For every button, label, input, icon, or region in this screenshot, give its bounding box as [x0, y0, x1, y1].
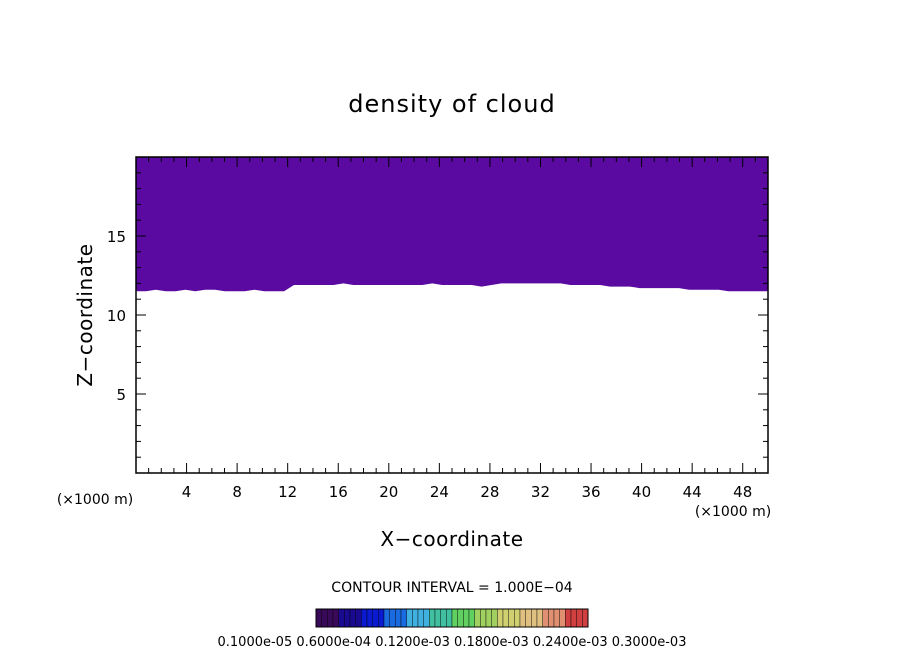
colorbar-swatch	[423, 608, 430, 628]
colorbar-swatch	[389, 608, 396, 628]
colorbar-swatch	[531, 608, 538, 628]
x-tick-label: 4	[182, 483, 192, 501]
colorbar-swatch	[491, 608, 498, 628]
x-axis-unit: (×1000 m)	[695, 504, 771, 520]
colorbar-frame	[315, 608, 589, 628]
colorbar-swatch	[542, 608, 549, 628]
colorbar-swatch	[570, 608, 577, 628]
colorbar-swatch	[514, 608, 521, 628]
x-tick-label: 28	[480, 483, 499, 501]
y-axis-unit: (×1000 m)	[57, 492, 133, 508]
colorbar-swatch	[372, 608, 379, 628]
x-tick-label: 48	[733, 483, 752, 501]
colorbar-swatch	[548, 608, 555, 628]
x-tick-label: 44	[683, 483, 702, 501]
colorbar-swatch	[406, 608, 413, 628]
contour-field	[136, 157, 768, 292]
x-axis-ticks: 4 8 12 16 20 24 28 32 36 40 44 48	[148, 157, 756, 501]
colorbar-swatch	[536, 608, 543, 628]
y-axis-ticks: 5 10 15	[107, 172, 768, 458]
colorbar-swatch	[344, 608, 351, 628]
x-tick-label: 32	[531, 483, 550, 501]
x-tick-label: 8	[232, 483, 242, 501]
colorbar-swatch	[446, 608, 453, 628]
colorbar-swatch	[451, 608, 458, 628]
x-axis-label: X−coordinate	[380, 527, 523, 551]
colorbar-swatch	[485, 608, 492, 628]
colorbar-swatch	[457, 608, 464, 628]
colorbar-swatch	[559, 608, 566, 628]
colorbar-swatch	[315, 608, 322, 628]
x-tick-label: 16	[329, 483, 348, 501]
y-tick-label: 5	[116, 386, 126, 404]
colorbar-swatch	[463, 608, 470, 628]
x-tick-label: 36	[581, 483, 600, 501]
colorbar-swatch	[474, 608, 481, 628]
colorbar-swatch	[412, 608, 419, 628]
colorbar-swatch	[361, 608, 368, 628]
colorbar-swatch	[429, 608, 436, 628]
colorbar-tick-labels: 0.1000e-05 0.6000e-04 0.1200e-03 0.1800e…	[218, 635, 687, 650]
colorbar-swatch	[565, 608, 572, 628]
x-tick-label: 24	[430, 483, 449, 501]
colorbar-swatch	[338, 608, 345, 628]
colorbar-swatch	[383, 608, 390, 628]
colorbar-swatch	[366, 608, 373, 628]
colorbar-swatch	[434, 608, 441, 628]
x-tick-label: 20	[379, 483, 398, 501]
colorbar-swatch	[332, 608, 339, 628]
colorbar	[315, 608, 589, 628]
colorbar-swatch	[576, 608, 583, 628]
colorbar-swatch	[400, 608, 407, 628]
colorbar-swatch	[519, 608, 526, 628]
colorbar-swatch	[395, 608, 402, 628]
colorbar-swatch	[355, 608, 362, 628]
x-tick-label: 12	[278, 483, 297, 501]
colorbar-swatch	[480, 608, 487, 628]
colorbar-swatch	[508, 608, 515, 628]
colorbar-swatch	[582, 608, 589, 628]
colorbar-swatch	[378, 608, 385, 628]
contour-band	[136, 157, 768, 292]
colorbar-swatch	[525, 608, 532, 628]
colorbar-swatch	[327, 608, 334, 628]
colorbar-swatch	[349, 608, 356, 628]
colorbar-swatch	[321, 608, 328, 628]
contour-interval-label: CONTOUR INTERVAL = 1.000E−04	[331, 580, 572, 596]
chart-title: density of cloud	[348, 90, 555, 118]
colorbar-swatch	[468, 608, 475, 628]
y-tick-label: 10	[107, 307, 126, 325]
y-axis-label: Z−coordinate	[73, 243, 97, 386]
colorbar-swatch	[417, 608, 424, 628]
colorbar-swatch	[440, 608, 447, 628]
colorbar-swatch	[497, 608, 504, 628]
y-tick-label: 15	[107, 228, 126, 246]
x-tick-label: 40	[632, 483, 651, 501]
contour-band	[136, 157, 757, 159]
colorbar-swatch	[553, 608, 560, 628]
colorbar-swatch	[502, 608, 509, 628]
